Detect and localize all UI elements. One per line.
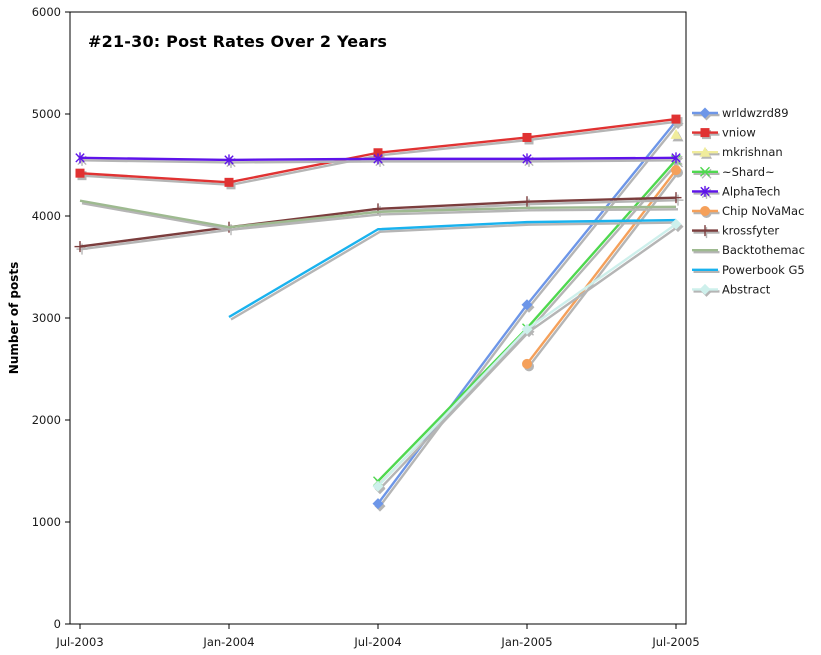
y-tick-label: 1000 bbox=[32, 515, 61, 529]
legend-key-wrldwzrd89 bbox=[692, 107, 718, 119]
legend-label: Backtothemac bbox=[722, 243, 805, 257]
series-vniow bbox=[75, 114, 681, 187]
legend-key-abstract bbox=[692, 283, 718, 295]
legend-key-krossfyter bbox=[692, 225, 718, 237]
series-backtothemac bbox=[79, 199, 677, 229]
legend-label: wrldwzrd89 bbox=[722, 106, 789, 120]
legend-key-chip-novamac bbox=[692, 206, 718, 216]
legend-label: krossfyter bbox=[722, 224, 779, 238]
legend-item-shard: ~Shard~ bbox=[692, 165, 775, 179]
legend-key-shadow bbox=[693, 227, 720, 239]
series-shadow-powerbook-g5 bbox=[230, 221, 679, 321]
x-tick-label: Jul-2003 bbox=[55, 635, 103, 649]
plot-area: 0 1000 2000 3000 4000 5000 6000 Jul-2003 Jan-200… bbox=[32, 5, 700, 649]
x-tick-label: Jul-2004 bbox=[353, 635, 401, 649]
legend-item-powerbook-g5: Powerbook G5 bbox=[692, 263, 805, 277]
y-tick-label: 4000 bbox=[32, 209, 61, 223]
legend-key-vniow bbox=[692, 128, 718, 138]
legend-item-alphatech: AlphaTech bbox=[692, 184, 780, 199]
series-powerbook-g5 bbox=[228, 218, 677, 319]
legend-label: Powerbook G5 bbox=[722, 263, 805, 277]
legend-key-alphatech bbox=[692, 185, 718, 197]
series-mkrishnan bbox=[670, 128, 682, 139]
legend-label: mkrishnan bbox=[722, 145, 783, 159]
plot-border bbox=[69, 11, 687, 625]
legend: wrldwzrd89 vniow mkrishnan ~Shard~ AlphaTech… bbox=[692, 106, 805, 297]
legend-label: Chip NoVaMac bbox=[722, 204, 804, 218]
y-tick-label: 5000 bbox=[32, 107, 61, 121]
legend-label: ~Shard~ bbox=[722, 165, 775, 179]
y-tick-label: 2000 bbox=[32, 413, 61, 427]
y-axis-title: Number of posts bbox=[7, 262, 21, 374]
y-tick-label: 3000 bbox=[32, 311, 61, 325]
legend-label: Abstract bbox=[722, 282, 771, 296]
y-tick-label: 6000 bbox=[32, 5, 61, 19]
legend-item-backtothemac: Backtothemac bbox=[692, 243, 805, 257]
x-tick-label: Jan-2004 bbox=[202, 635, 254, 649]
legend-item-wrldwzrd89: wrldwzrd89 bbox=[692, 106, 789, 121]
legend-item-vniow: vniow bbox=[692, 126, 756, 140]
y-tick-label: 0 bbox=[54, 617, 61, 631]
legend-item-krossfyter: krossfyter bbox=[692, 224, 779, 239]
legend-key-mkrishnan bbox=[692, 146, 718, 157]
series-abstract bbox=[372, 218, 682, 492]
legend-label: AlphaTech bbox=[722, 184, 780, 198]
x-tick-label: Jan-2005 bbox=[500, 635, 552, 649]
x-tick-label: Jul-2005 bbox=[651, 635, 699, 649]
series-shadow-backtothemac bbox=[81, 202, 679, 231]
legend-item-chip-novamac: Chip NoVaMac bbox=[692, 204, 804, 218]
series-alphatech bbox=[75, 152, 681, 166]
legend-item-abstract: Abstract bbox=[692, 282, 771, 297]
legend-item-mkrishnan: mkrishnan bbox=[692, 145, 783, 159]
legend-key-shard bbox=[692, 166, 718, 177]
chart-title: #21-30: Post Rates Over 2 Years bbox=[88, 32, 387, 51]
series-chip-novamac bbox=[522, 165, 681, 369]
legend-label: vniow bbox=[722, 126, 756, 140]
